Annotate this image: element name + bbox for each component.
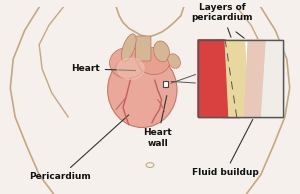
Text: Heart
wall: Heart wall [143, 96, 172, 148]
Bar [198, 40, 283, 117]
Text: Heart: Heart [71, 64, 136, 73]
Ellipse shape [108, 52, 177, 127]
Polygon shape [10, 7, 290, 194]
Polygon shape [225, 40, 248, 117]
Ellipse shape [110, 48, 146, 78]
Ellipse shape [137, 48, 170, 74]
Polygon shape [244, 40, 266, 117]
Ellipse shape [154, 41, 169, 62]
Polygon shape [222, 40, 239, 117]
Polygon shape [198, 40, 237, 117]
Polygon shape [261, 40, 283, 117]
FancyBboxPatch shape [136, 36, 151, 61]
Text: Fluid buildup: Fluid buildup [192, 119, 259, 177]
Text: Layers of
pericardium: Layers of pericardium [191, 3, 253, 37]
Ellipse shape [117, 58, 144, 79]
Bar [198, 40, 283, 117]
Ellipse shape [122, 34, 136, 61]
Polygon shape [198, 40, 235, 117]
Bar [163, 81, 168, 87]
Text: Pericardium: Pericardium [30, 115, 129, 181]
Ellipse shape [168, 54, 180, 68]
